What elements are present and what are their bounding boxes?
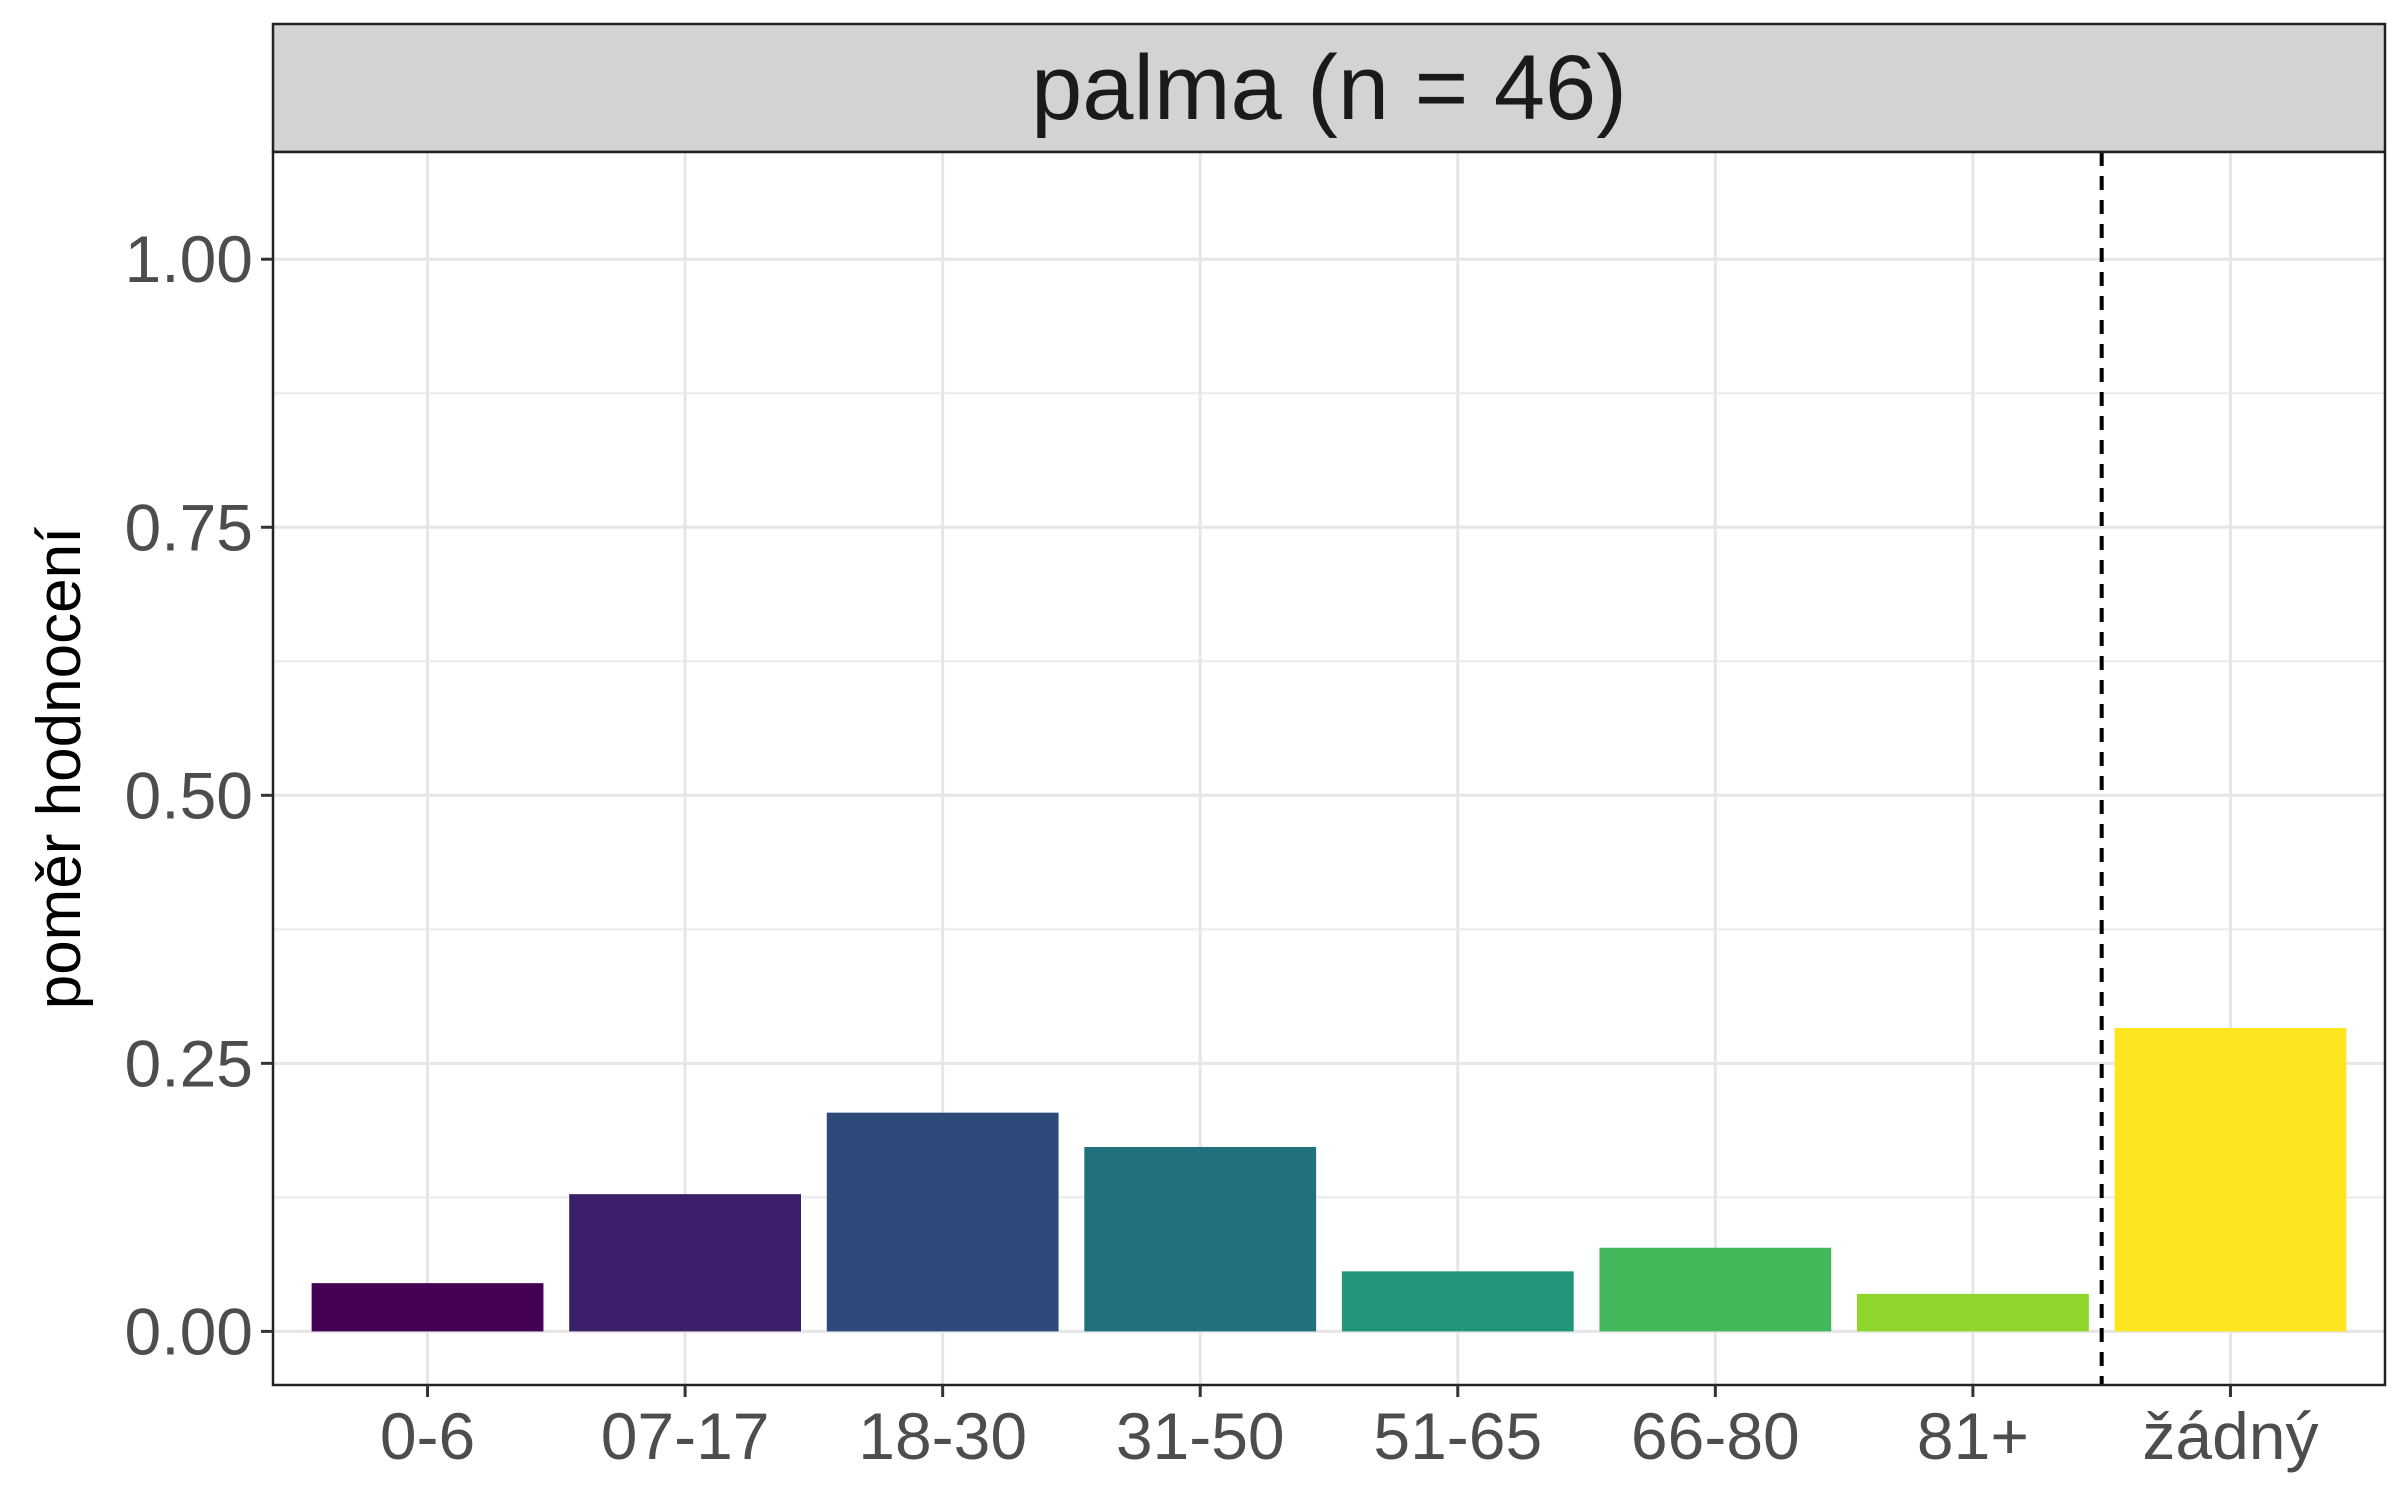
bar-07-17 <box>569 1194 801 1332</box>
bar-81+ <box>1857 1293 2089 1332</box>
x-tick-label: 66-80 <box>1631 1399 1800 1473</box>
y-tick-label: 0.00 <box>125 1294 253 1368</box>
bar-51-65 <box>1341 1271 1574 1332</box>
bar-66-80 <box>1599 1247 1832 1332</box>
plot-panel-border <box>271 150 2387 1387</box>
chart-title: palma (n = 46) <box>1031 37 1627 139</box>
x-tick-label: 07-17 <box>601 1399 770 1473</box>
y-tick-label: 1.00 <box>125 222 253 296</box>
x-tick-label: 51-65 <box>1373 1399 1542 1473</box>
bar-31-50 <box>1084 1146 1317 1332</box>
bar-žádný <box>2114 1027 2347 1332</box>
bar-18-30 <box>826 1112 1059 1332</box>
y-axis-title: poměr hodnocení <box>25 527 94 1010</box>
minor-gridlines <box>273 392 2385 1199</box>
x-tick-label: žádný <box>2142 1399 2318 1473</box>
x-tick-label: 0-6 <box>380 1399 475 1473</box>
x-tick-label: 81+ <box>1917 1399 2029 1473</box>
facet-strip <box>271 22 2387 154</box>
x-axis: 0-6 07-17 18-30 31-50 51-65 66-80 81+ žádný <box>380 1385 2319 1473</box>
bar-0-6 <box>311 1283 544 1332</box>
y-tick-label: 0.75 <box>125 490 253 564</box>
x-tick-label: 31-50 <box>1116 1399 1285 1473</box>
y-axis: 0.00 0.25 0.50 0.75 1.00 <box>125 222 273 1368</box>
y-tick-label: 0.50 <box>125 758 253 832</box>
bar-series <box>311 1027 2347 1332</box>
y-tick-label: 0.25 <box>125 1026 253 1100</box>
plot-panel <box>273 152 2385 1385</box>
x-tick-label: 18-30 <box>858 1399 1027 1473</box>
